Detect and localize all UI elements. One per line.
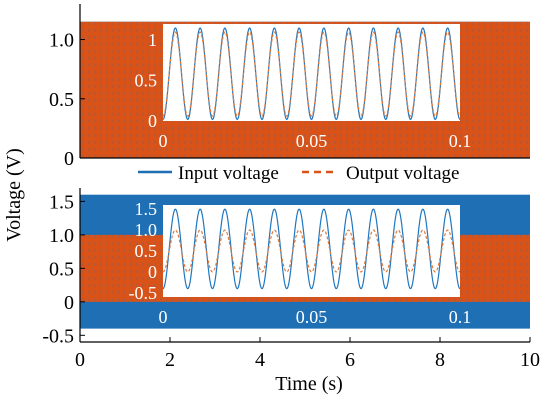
x-axis-label: Time (s) [275, 373, 343, 395]
x-tick-label: 8 [435, 349, 445, 371]
inset-x-tick-label: 0.05 [296, 131, 328, 151]
inset-x-tick-label: 0.1 [449, 307, 472, 327]
inset-x-tick-label: 0 [159, 307, 168, 327]
y-axis-label: Voltage (V) [3, 148, 25, 242]
y-tick-label: -0.5 [42, 325, 74, 347]
x-tick-label: 2 [165, 349, 175, 371]
bottom-panel: -0.500.51.01.50 2 4 6 8 10-0.500.51.01.50 0.05… [42, 188, 540, 371]
inset: 0 0.5 1 0 0.05 0.1 [135, 24, 472, 151]
legend: Input voltage Output voltage [138, 163, 459, 184]
x-tick-label: 6 [345, 349, 355, 371]
inset-x-tick-label: 0.1 [449, 131, 472, 151]
top-panel: 0 0.5 1.0 0 0.5 1 0 0.05 0.1 [49, 4, 530, 170]
inset-y-tick-label: 0 [148, 262, 157, 282]
y-tick-label: 0 [64, 148, 74, 170]
y-tick-label: 1.0 [49, 30, 74, 52]
inset-output-wave [162, 229, 461, 273]
y-tick-label: 0.5 [49, 89, 74, 111]
x-tick-label: 10 [520, 349, 540, 371]
y-tick-label: 1.0 [49, 225, 74, 247]
y-tick-label: 0.5 [49, 258, 74, 280]
x-tick-label: 4 [255, 349, 265, 371]
inset-y-tick-label: 1.5 [135, 199, 158, 219]
inset-y-tick-label: 1.0 [135, 220, 158, 240]
legend-output-label: Output voltage [346, 163, 459, 184]
inset-input-wave [162, 27, 461, 121]
inset-plot-area [163, 24, 460, 121]
inset-y-tick-label: 0 [148, 111, 157, 131]
inset-y-tick-label: 0.5 [135, 71, 158, 91]
inset-x-tick-label: 0.05 [296, 307, 328, 327]
legend-input-label: Input voltage [178, 163, 279, 184]
inset-plot-area [163, 205, 460, 297]
inset-input-wave [162, 208, 461, 290]
y-tick-label: 1.5 [49, 191, 74, 213]
inset: -0.500.51.01.50 0.05 0.1 [129, 199, 472, 327]
inset-output-wave [162, 31, 461, 117]
y-tick-label: 0 [64, 292, 74, 314]
inset-y-tick-label: -0.5 [129, 283, 158, 303]
inset-y-tick-label: 0.5 [135, 241, 158, 261]
x-tick-label: 0 [75, 349, 85, 371]
inset-y-tick-label: 1 [148, 30, 157, 50]
inset-x-tick-label: 0 [159, 131, 168, 151]
